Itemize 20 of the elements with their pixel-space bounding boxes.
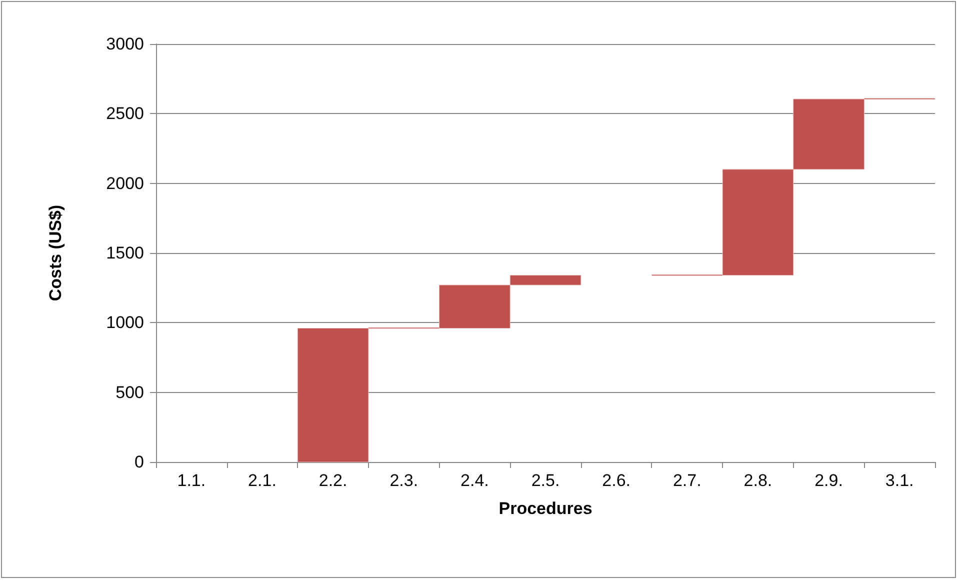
y-tick-label: 2500 (106, 104, 144, 124)
x-tick-label: 2.7. (672, 471, 702, 490)
y-tick-label: 2000 (106, 174, 144, 193)
x-tick-label: 2.3. (390, 471, 418, 490)
x-tick-label: 2.5. (531, 471, 560, 490)
y-axis-title: Costs (US$) (46, 204, 65, 302)
x-tick-label: 2.6. (602, 471, 630, 490)
x-tick-label: 2.9. (814, 471, 843, 490)
x-tick-label: 3.1. (885, 471, 914, 490)
x-tick-label: 2.1. (248, 471, 276, 490)
x-tick-label: 2.8. (744, 471, 772, 490)
y-tick-label: 3000 (106, 34, 144, 54)
y-tick-label: 0 (134, 452, 144, 472)
x-axis-title: Procedures (498, 499, 592, 518)
x-tick-label: 1.1. (177, 471, 206, 490)
y-tick-label: 1000 (106, 313, 144, 332)
x-tick-label: 2.4. (460, 471, 489, 490)
y-tick-label: 1500 (106, 244, 144, 262)
x-tick-label: 2.2. (318, 471, 348, 490)
y-tick-label: 500 (116, 382, 144, 402)
